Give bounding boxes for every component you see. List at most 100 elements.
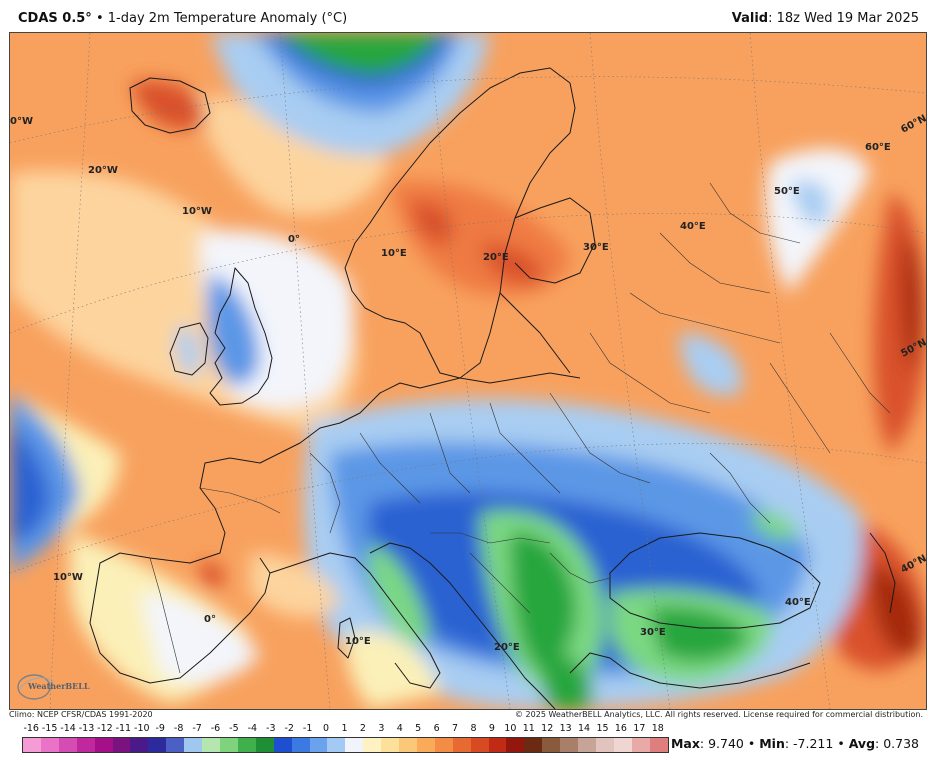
header: CDAS 0.5° • 1-day 2m Temperature Anomaly… [0, 0, 935, 32]
colorbar-tick-label: 14 [578, 723, 591, 734]
label-lon-10e-top: 10°E [381, 248, 407, 259]
colorbar-swatch [613, 738, 632, 752]
copyright-notice: © 2025 WeatherBELL Analytics, LLC. All r… [515, 710, 923, 719]
colorbar-tick-label: 17 [633, 723, 646, 734]
colorbar-tick-label: 4 [396, 723, 403, 734]
stats-bullet-1: • [747, 736, 756, 751]
colorbar-tick-label: -10 [134, 723, 150, 734]
colorbar-swatch [184, 738, 203, 752]
colorbar-tick-label: -9 [155, 723, 165, 734]
colorbar-tick-label: 10 [504, 723, 517, 734]
colorbar-tick-label: -5 [229, 723, 239, 734]
colorbar-tick-label: -3 [266, 723, 276, 734]
label-lon-0-bottom: 0° [204, 614, 216, 625]
colorbar-swatch [578, 738, 596, 752]
map-panel: 0°W 20°W 10°W 0° 10°E 20°E 30°E 40°E 50°… [9, 32, 927, 710]
colorbar-swatch [94, 738, 113, 752]
colorbar-tick-label: -11 [115, 723, 132, 734]
colorbar-swatch [631, 738, 650, 752]
colorbar-tick-label: 1 [341, 723, 348, 734]
colorbar-tick-label: -16 [23, 723, 39, 734]
climo-credit: Climo: NCEP CFSR/CDAS 1991-2020 [9, 710, 153, 719]
colorbar-tick-label: 9 [488, 723, 495, 734]
label-lat-60n: 60°E [865, 142, 891, 153]
stats-bullet-2: • [837, 736, 845, 751]
colorbar-swatch [452, 738, 471, 752]
colorbar-tick-label: 12 [541, 723, 554, 734]
temperature-anomaly-map: 0°W 20°W 10°W 0° 10°E 20°E 30°E 40°E 50°… [10, 33, 926, 709]
weatherbell-logo: WeatherBELL [17, 674, 90, 700]
min-label: Min [759, 736, 785, 751]
colorbar-tick-label: -8 [173, 723, 184, 734]
label-lon-10w-top: 10°W [182, 206, 212, 217]
colorbar-tick-label: -4 [247, 723, 258, 734]
colorbar-swatch [23, 738, 41, 752]
colorbar-tick-label: -6 [210, 723, 221, 734]
title-separator: • [95, 11, 104, 26]
colorbar-tick-label: -15 [41, 723, 58, 734]
stats-summary: Max: 9.740 • Min: -7.211 • Avg: 0.738 [671, 736, 919, 751]
country-borders [149, 182, 891, 674]
colorbar-swatch [148, 738, 167, 752]
colorbar-tick-label: 7 [452, 723, 459, 734]
colorbar-tick-label: 13 [559, 723, 572, 734]
max-label: Max [670, 736, 700, 751]
colorbar-swatch [399, 738, 417, 752]
avg-value: : 0.738 [875, 736, 919, 751]
valid-value: : 18z Wed 19 Mar 2025 [768, 11, 919, 26]
label-lon-10w-bottom: 10°W [53, 572, 83, 583]
colorbar-swatch [560, 738, 579, 752]
colorbar-tick-label: -13 [78, 723, 95, 734]
colorbar-tick-label: 5 [415, 723, 422, 734]
product-name: 1-day 2m Temperature Anomaly (°C) [107, 11, 348, 26]
graticule [10, 33, 926, 709]
colorbar-swatch [219, 738, 238, 752]
colorbar-tick-label: 11 [522, 723, 535, 734]
valid-time: Valid: 18z Wed 19 Mar 2025 [732, 11, 919, 26]
colorbar-swatch [273, 738, 292, 752]
colorbar-tick-label: 0 [323, 723, 330, 734]
coastlines [89, 67, 896, 709]
colorbar-swatch [506, 738, 525, 752]
colorbar-swatch [40, 738, 59, 752]
colorbar-swatch [76, 738, 95, 752]
label-lon-40e-bottom: 40°E [785, 597, 811, 608]
label-lon-20e-top: 20°E [483, 252, 509, 263]
colorbar-tick-label: 3 [378, 723, 385, 734]
colorbar-swatch [202, 738, 220, 752]
colorbar-swatch [309, 738, 328, 752]
colorbar-swatch [381, 738, 400, 752]
colorbar-swatch [649, 738, 668, 752]
colorbar-tick-label: -7 [192, 723, 202, 734]
colorbar-swatch [416, 738, 435, 752]
label-lon-20w: 20°W [88, 165, 118, 176]
colorbar-swatch [363, 738, 382, 752]
logo-text: WeatherBELL [27, 681, 90, 691]
label-lon-40e-top: 40°E [680, 221, 706, 232]
max-value: : 9.740 [699, 736, 744, 751]
colorbar-swatch [345, 738, 364, 752]
label-lon-20e-bottom: 20°E [494, 642, 520, 653]
label-lon-30e-bottom: 30°E [640, 627, 666, 638]
colorbar-swatch [291, 738, 310, 752]
colorbar-tick-label: 2 [359, 723, 366, 734]
label-lon-0w-top: 0°W [10, 116, 33, 127]
label-lon-50e: 50°E [774, 186, 800, 197]
colorbar-swatch [524, 738, 543, 752]
colorbar-tick-label: 18 [651, 723, 664, 734]
colorbar-tick-label: -12 [97, 723, 113, 734]
min-value: : -7.211 [784, 736, 834, 751]
valid-label: Valid [731, 11, 769, 26]
colorbar-ticks: -16 -15 -14 -13 -12 -11 -10 -9 -8 -7 -6 -5 -4 -3 -2 -1 0… [22, 723, 667, 735]
colorbar-tick-label: 15 [596, 723, 609, 734]
colorbar-swatch [112, 738, 131, 752]
colorbar-swatch [58, 738, 77, 752]
colorbar-swatch [166, 738, 185, 752]
colorbar-tick-label: -14 [60, 723, 76, 734]
colorbar-tick-label: -1 [302, 723, 313, 734]
label-lon-10e-bottom: 10°E [345, 636, 371, 647]
colorbar-tick-label: -2 [284, 723, 294, 734]
colorbar-swatch [434, 738, 453, 752]
colorbar-tick-label: 6 [433, 723, 440, 734]
colorbar [22, 737, 669, 753]
